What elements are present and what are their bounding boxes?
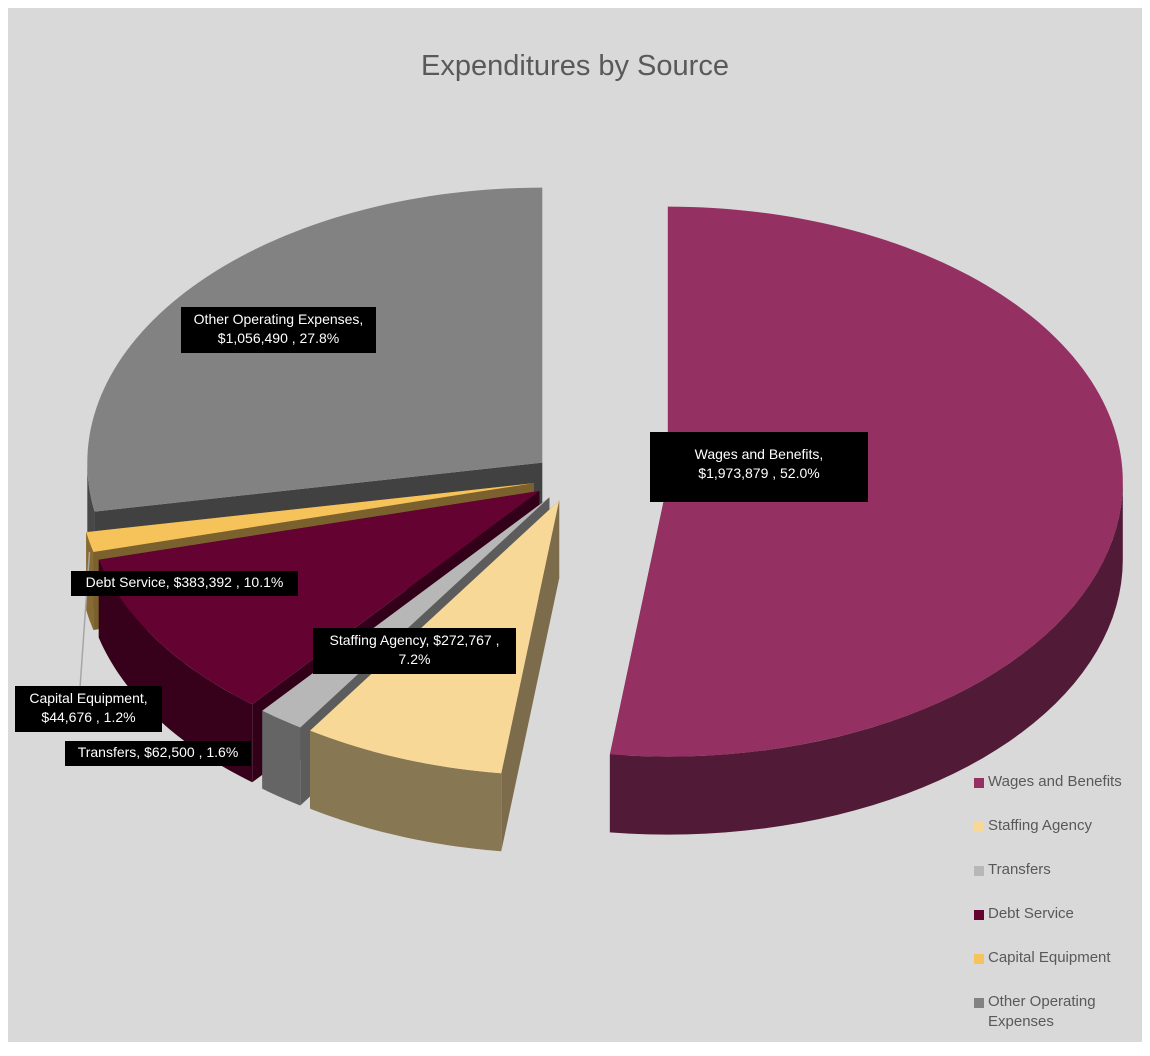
data-label-transfers: Transfers, $62,500 , 1.6% xyxy=(65,741,251,766)
pie-chart xyxy=(79,187,1123,852)
chart-area: Expenditures by Source Wages and Benefit… xyxy=(8,8,1142,1042)
data-label-other-operating-expenses: Other Operating Expenses, $1,056,490 , 2… xyxy=(181,307,376,353)
legend-swatch xyxy=(974,866,984,876)
legend-item: Transfers xyxy=(974,860,1139,880)
legend-swatch xyxy=(974,998,984,1008)
legend-swatch xyxy=(974,910,984,920)
legend-label: Wages and Benefits xyxy=(988,773,1122,790)
legend-label: Capital Equipment xyxy=(988,949,1111,966)
legend: Wages and Benefits Staffing Agency Trans… xyxy=(974,772,1139,1056)
legend-label: Debt Service xyxy=(988,905,1074,922)
legend-label: Other Operating Expenses xyxy=(988,993,1096,1030)
legend-label: Transfers xyxy=(988,861,1051,878)
data-label-debt-service: Debt Service, $383,392 , 10.1% xyxy=(71,571,298,596)
legend-swatch xyxy=(974,954,984,964)
legend-item: Wages and Benefits xyxy=(974,772,1139,792)
data-label-wages-and-benefits: Wages and Benefits, $1,973,879 , 52.0% xyxy=(650,432,868,502)
legend-item: Other Operating Expenses xyxy=(974,992,1139,1032)
chart-title: Expenditures by Source xyxy=(421,50,729,82)
legend-swatch xyxy=(974,822,984,832)
data-label-staffing-agency: Staffing Agency, $272,767 , 7.2% xyxy=(313,628,516,674)
data-label-capital-equipment: Capital Equipment, $44,676 , 1.2% xyxy=(15,686,162,732)
legend-item: Capital Equipment xyxy=(974,948,1139,968)
legend-item: Debt Service xyxy=(974,904,1139,924)
legend-label: Staffing Agency xyxy=(988,817,1092,834)
pie-slice-wages-and-benefits xyxy=(609,206,1123,835)
legend-swatch xyxy=(974,778,984,788)
legend-item: Staffing Agency xyxy=(974,816,1139,836)
